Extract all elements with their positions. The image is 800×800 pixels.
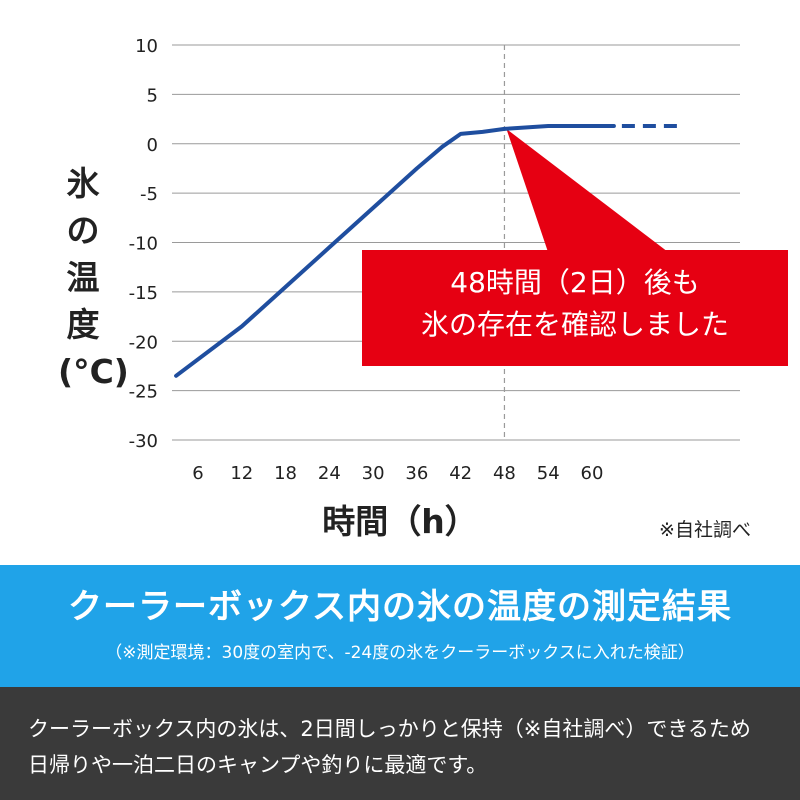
callout-line: 48時間（2日）後も [450,266,700,299]
temperature-series-line [174,124,616,378]
chart-area: 10 5 0 -5 -10 -15 -20 -25 -30 6 12 18 24 30 36 42 48 54 60… [58,36,788,541]
banner-subtitle: （※測定環境：30度の室内で、-24度の氷をクーラーボックスに入れた検証） [105,643,695,663]
y-axis-title: 氷 の 温 度 (°C) [58,160,129,395]
x-tick-label: 54 [537,463,560,484]
x-tick-label: 30 [362,463,385,484]
result-banner: クーラーボックス内の氷の温度の測定結果 （※測定環境：30度の室内で、-24度の… [0,565,800,687]
y-tick-label: 5 [147,85,158,106]
y-axis-title-line: 度 [66,305,100,344]
y-tick-label: 0 [147,135,158,156]
y-tick-label: -10 [129,234,158,255]
y-tick-label: -15 [129,283,158,304]
banner-title: クーラーボックス内の氷の温度の測定結果 [68,587,732,627]
callout-pointer [506,128,668,252]
x-tick-label: 48 [493,463,516,484]
callout-box: 48時間（2日）後も 氷の存在を確認しました [362,250,788,366]
x-tick-label: 42 [449,463,472,484]
y-tick-label: -25 [129,382,158,403]
y-tick-label: -5 [140,184,158,205]
x-tick-label: 24 [318,463,341,484]
x-tick-label: 18 [274,463,297,484]
source-note: ※自社調べ [659,519,751,541]
description-footer: クーラーボックス内の氷は、2日間しっかりと保持（※自社調べ）できるため 日帰りや… [0,687,800,800]
y-axis-title-line: 氷 [66,164,100,203]
y-axis-title-line: の [66,211,100,250]
x-tick-label: 36 [405,463,428,484]
y-tick-label: -20 [129,332,158,353]
x-tick-label: 60 [581,463,604,484]
x-tick-label: 12 [230,463,253,484]
y-axis-title-line: 温 [66,258,100,297]
callout-line: 氷の存在を確認しました [420,308,729,341]
y-axis-title-line: (°C) [58,352,129,391]
x-tick-label: 6 [192,463,203,484]
footer-line: クーラーボックス内の氷は、2日間しっかりと保持（※自社調べ）できるため [28,717,751,741]
x-axis-title: 時間（h） [322,502,478,541]
y-tick-label: -30 [129,431,158,452]
footer-line: 日帰りや一泊二日のキャンプや釣りに最適です。 [28,753,488,777]
y-tick-label: 10 [135,36,158,57]
